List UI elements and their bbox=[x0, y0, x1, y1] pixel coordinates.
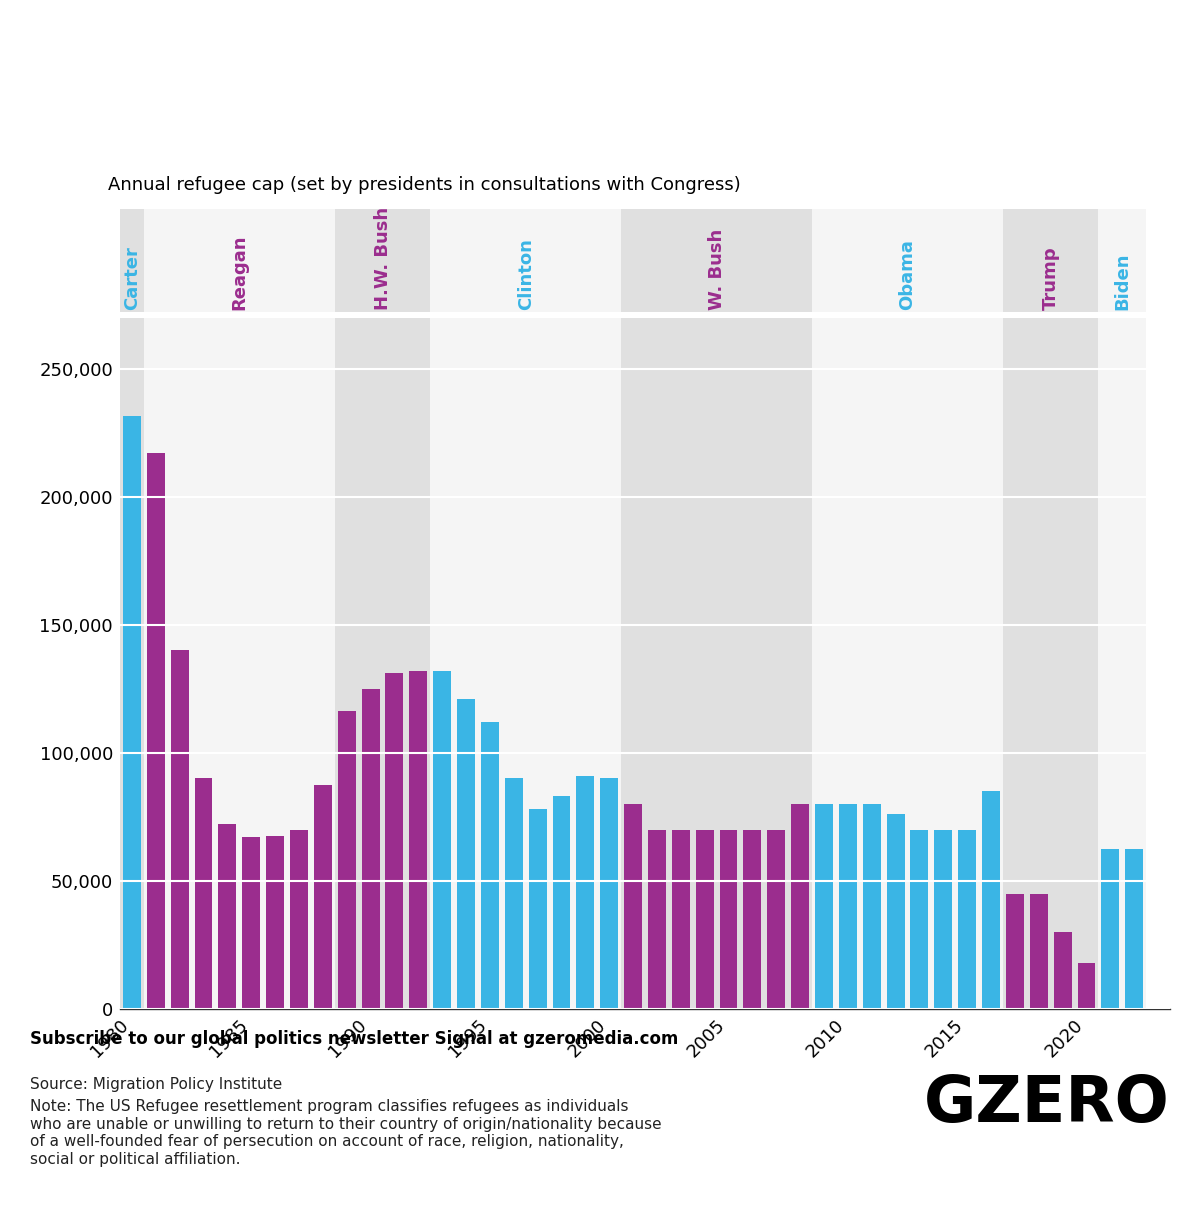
Bar bbox=[146, 453, 164, 1009]
Bar bbox=[290, 830, 308, 1009]
Text: Biden: Biden bbox=[1114, 252, 1132, 309]
Bar bbox=[335, 318, 431, 1009]
Bar bbox=[1078, 963, 1096, 1009]
Bar bbox=[982, 791, 1000, 1009]
Bar bbox=[314, 785, 331, 1009]
Bar bbox=[1102, 849, 1120, 1009]
Bar bbox=[120, 318, 144, 1009]
Text: Reagan: Reagan bbox=[230, 234, 248, 309]
Bar bbox=[622, 209, 812, 312]
Bar bbox=[696, 830, 714, 1009]
Bar bbox=[144, 318, 335, 1009]
Bar bbox=[481, 722, 499, 1009]
Bar bbox=[431, 209, 622, 312]
Bar bbox=[812, 318, 1003, 1009]
Text: Annual refugee cap (set by presidents in consultations with Congress): Annual refugee cap (set by presidents in… bbox=[108, 176, 740, 193]
Bar bbox=[385, 673, 403, 1009]
Bar bbox=[1030, 894, 1048, 1009]
Bar bbox=[812, 209, 1003, 312]
Bar bbox=[1098, 209, 1146, 312]
Bar bbox=[1098, 318, 1146, 1009]
Bar bbox=[767, 830, 785, 1009]
Bar bbox=[1126, 849, 1144, 1009]
Bar bbox=[815, 805, 833, 1009]
Text: H.W. Bush: H.W. Bush bbox=[373, 207, 391, 309]
Bar bbox=[266, 836, 284, 1009]
Bar bbox=[791, 805, 809, 1009]
Bar bbox=[839, 805, 857, 1009]
Text: GZERO: GZERO bbox=[924, 1073, 1170, 1136]
Bar bbox=[1006, 894, 1024, 1009]
Text: Subscribe to our global politics newsletter Signal at gzeromedia.com: Subscribe to our global politics newslet… bbox=[30, 1030, 678, 1049]
Text: Clinton: Clinton bbox=[517, 238, 535, 309]
Bar bbox=[433, 670, 451, 1009]
Text: Trump: Trump bbox=[1042, 246, 1060, 309]
Bar bbox=[720, 830, 738, 1009]
Bar bbox=[122, 416, 140, 1009]
Text: Carter: Carter bbox=[122, 245, 140, 309]
Bar bbox=[194, 778, 212, 1009]
Bar bbox=[529, 809, 546, 1009]
Text: Obama: Obama bbox=[899, 239, 917, 309]
Text: Note: The US Refugee resettlement program classifies refugees as individuals
who: Note: The US Refugee resettlement progra… bbox=[30, 1099, 661, 1167]
Bar bbox=[335, 209, 431, 312]
Bar bbox=[959, 830, 976, 1009]
Bar bbox=[863, 805, 881, 1009]
Bar bbox=[144, 209, 335, 312]
Bar bbox=[648, 830, 666, 1009]
Bar bbox=[887, 814, 905, 1009]
Text: W. Bush: W. Bush bbox=[708, 228, 726, 309]
Bar bbox=[935, 830, 953, 1009]
Bar bbox=[361, 689, 379, 1009]
Bar bbox=[337, 710, 355, 1009]
Bar bbox=[1003, 318, 1098, 1009]
Bar bbox=[552, 796, 570, 1009]
Bar bbox=[600, 778, 618, 1009]
Bar bbox=[120, 209, 144, 312]
Bar bbox=[1003, 209, 1098, 312]
Bar bbox=[624, 805, 642, 1009]
Bar bbox=[744, 830, 761, 1009]
Text: How many refugees does the US let in?: How many refugees does the US let in? bbox=[30, 48, 1200, 106]
Bar bbox=[622, 318, 812, 1009]
Bar bbox=[1054, 931, 1072, 1009]
Bar bbox=[431, 318, 622, 1009]
Bar bbox=[242, 837, 260, 1009]
Bar bbox=[218, 824, 236, 1009]
Bar bbox=[457, 699, 475, 1009]
Bar bbox=[576, 776, 594, 1009]
Bar bbox=[672, 830, 690, 1009]
Bar bbox=[170, 650, 188, 1009]
Text: Source: Migration Policy Institute: Source: Migration Policy Institute bbox=[30, 1078, 282, 1092]
Bar bbox=[409, 670, 427, 1009]
Bar bbox=[911, 830, 929, 1009]
Bar bbox=[505, 778, 523, 1009]
